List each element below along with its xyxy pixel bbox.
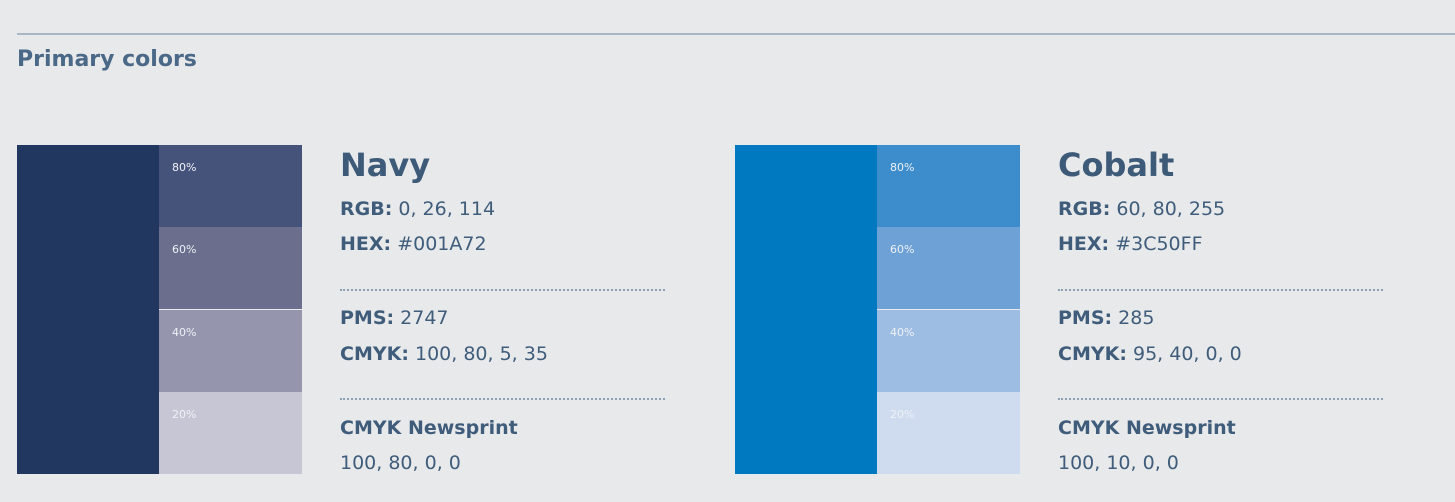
- tint-label: 80%: [172, 161, 197, 174]
- field-value: #001A72: [397, 233, 487, 255]
- newsprint-label: CMYK Newsprint: [1058, 417, 1236, 439]
- section-title: Primary colors: [17, 47, 197, 72]
- cmyk-line: CMYK: 95, 40, 0, 0: [1058, 343, 1242, 365]
- tint-label: 60%: [172, 243, 197, 257]
- rgb-line: RGB: 60, 80, 255: [1058, 198, 1225, 220]
- tint-label: 20%: [172, 407, 197, 421]
- divider: [17, 33, 1455, 35]
- tint-swatch: 80%: [877, 145, 1020, 227]
- field-value: 95, 40, 0, 0: [1132, 343, 1242, 365]
- pms-line: PMS: 2747: [340, 307, 449, 329]
- field-value: 0, 26, 114: [398, 198, 496, 220]
- field-value: #3C50FF: [1115, 233, 1203, 255]
- tint-swatch: 40%: [877, 309, 1020, 392]
- field-label: CMYK:: [340, 343, 409, 365]
- tint-label: 60%: [890, 243, 915, 257]
- field-value: 285: [1118, 307, 1155, 329]
- cmyk-line: CMYK: 100, 80, 5, 35: [340, 343, 548, 365]
- newsprint-value: 100, 80, 0, 0: [340, 452, 461, 474]
- field-label: RGB:: [340, 198, 393, 220]
- hex-line: HEX: #001A72: [340, 233, 487, 255]
- field-value: 60, 80, 255: [1116, 198, 1226, 220]
- tint-swatch: 20%: [877, 391, 1020, 474]
- color-name: Navy: [340, 146, 431, 184]
- field-label: HEX:: [340, 233, 392, 255]
- tint-swatch: 40%: [159, 309, 302, 392]
- dotted-divider: [1058, 398, 1383, 400]
- newsprint-label: CMYK Newsprint: [340, 417, 518, 439]
- main-swatch: [735, 145, 877, 474]
- field-label: CMYK:: [1058, 343, 1127, 365]
- tint-label: 40%: [890, 325, 915, 339]
- main-swatch: [17, 145, 159, 474]
- field-label: PMS:: [1058, 307, 1113, 329]
- dotted-divider: [1058, 289, 1383, 291]
- field-value: 2747: [400, 307, 449, 329]
- color-name: Cobalt: [1058, 146, 1175, 184]
- field-value: 100, 80, 5, 35: [414, 343, 548, 365]
- dotted-divider: [340, 398, 665, 400]
- dotted-divider: [340, 289, 665, 291]
- tint-label: 20%: [890, 407, 915, 421]
- hex-line: HEX: #3C50FF: [1058, 233, 1203, 255]
- tint-swatch: 60%: [877, 227, 1020, 310]
- tint-label: 80%: [890, 161, 915, 174]
- pms-line: PMS: 285: [1058, 307, 1154, 329]
- tint-swatch: 80%: [159, 145, 302, 227]
- tint-label: 40%: [172, 325, 197, 339]
- field-label: RGB:: [1058, 198, 1111, 220]
- field-label: PMS:: [340, 307, 395, 329]
- tint-swatch: 60%: [159, 227, 302, 310]
- field-label: HEX:: [1058, 233, 1110, 255]
- tint-swatch: 20%: [159, 391, 302, 474]
- rgb-line: RGB: 0, 26, 114: [340, 198, 495, 220]
- newsprint-value: 100, 10, 0, 0: [1058, 452, 1179, 474]
